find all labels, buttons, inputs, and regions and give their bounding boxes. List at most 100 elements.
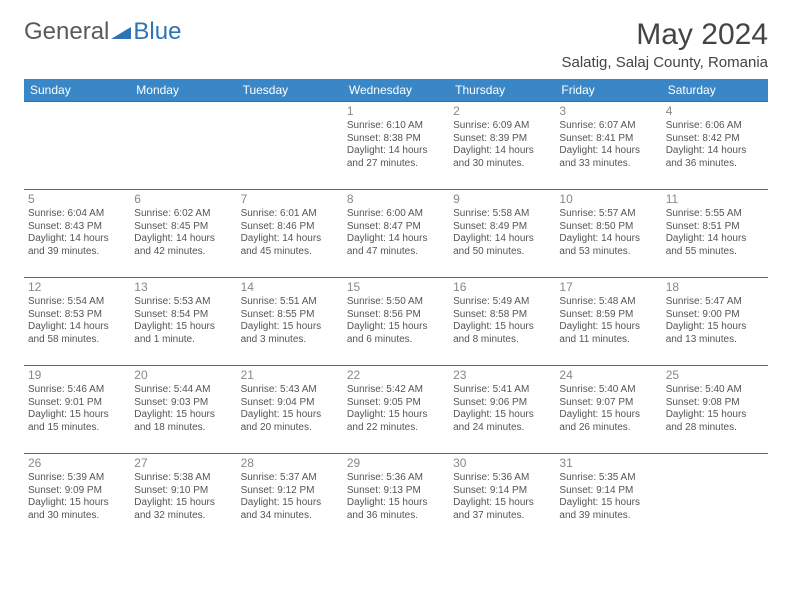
day-info-line: Sunrise: 5:36 AM: [347, 472, 445, 485]
calendar-day-cell: 18Sunrise: 5:47 AMSunset: 9:00 PMDayligh…: [662, 278, 768, 366]
day-info-line: and 36 minutes.: [666, 158, 764, 171]
day-info-line: Sunrise: 5:50 AM: [347, 296, 445, 309]
day-info-line: Daylight: 15 hours: [559, 409, 657, 422]
day-number: 11: [666, 192, 764, 207]
day-info-line: and 27 minutes.: [347, 158, 445, 171]
day-info-line: Daylight: 14 hours: [453, 145, 551, 158]
day-info-line: Daylight: 14 hours: [453, 233, 551, 246]
day-info-line: and 28 minutes.: [666, 422, 764, 435]
day-number: 9: [453, 192, 551, 207]
day-number: 24: [559, 368, 657, 383]
day-info-line: and 45 minutes.: [241, 246, 339, 259]
day-info-line: and 39 minutes.: [559, 510, 657, 523]
day-info-line: and 6 minutes.: [347, 334, 445, 347]
day-info-line: and 18 minutes.: [134, 422, 232, 435]
day-number: 10: [559, 192, 657, 207]
day-info-line: and 30 minutes.: [28, 510, 126, 523]
day-info-line: and 11 minutes.: [559, 334, 657, 347]
day-info-line: Sunset: 9:10 PM: [134, 485, 232, 498]
calendar-day-cell: 8Sunrise: 6:00 AMSunset: 8:47 PMDaylight…: [343, 190, 449, 278]
day-number: 4: [666, 104, 764, 119]
day-info-line: Sunrise: 6:02 AM: [134, 208, 232, 221]
day-header: Sunday: [24, 79, 130, 102]
day-info-line: Sunset: 9:01 PM: [28, 397, 126, 410]
calendar-day-cell: 5Sunrise: 6:04 AMSunset: 8:43 PMDaylight…: [24, 190, 130, 278]
calendar-day-cell: [662, 454, 768, 542]
day-number: 31: [559, 456, 657, 471]
day-info-line: Daylight: 15 hours: [241, 409, 339, 422]
day-info-line: Daylight: 15 hours: [134, 497, 232, 510]
day-number: 25: [666, 368, 764, 383]
day-info-line: and 34 minutes.: [241, 510, 339, 523]
day-info-line: Sunset: 8:54 PM: [134, 309, 232, 322]
day-info-line: Sunrise: 5:41 AM: [453, 384, 551, 397]
day-info-line: and 53 minutes.: [559, 246, 657, 259]
calendar-day-cell: 11Sunrise: 5:55 AMSunset: 8:51 PMDayligh…: [662, 190, 768, 278]
day-number: 8: [347, 192, 445, 207]
calendar-day-cell: 1Sunrise: 6:10 AMSunset: 8:38 PMDaylight…: [343, 102, 449, 190]
day-number: 14: [241, 280, 339, 295]
day-info-line: and 58 minutes.: [28, 334, 126, 347]
day-info-line: Sunset: 8:47 PM: [347, 221, 445, 234]
calendar-day-cell: 12Sunrise: 5:54 AMSunset: 8:53 PMDayligh…: [24, 278, 130, 366]
day-info-line: and 3 minutes.: [241, 334, 339, 347]
day-number: 22: [347, 368, 445, 383]
calendar-day-cell: 14Sunrise: 5:51 AMSunset: 8:55 PMDayligh…: [237, 278, 343, 366]
day-info-line: Sunset: 8:45 PM: [134, 221, 232, 234]
day-info-line: Daylight: 14 hours: [347, 233, 445, 246]
day-info-line: Daylight: 15 hours: [241, 321, 339, 334]
day-info-line: Sunset: 9:08 PM: [666, 397, 764, 410]
calendar-day-cell: 27Sunrise: 5:38 AMSunset: 9:10 PMDayligh…: [130, 454, 236, 542]
calendar-day-cell: 10Sunrise: 5:57 AMSunset: 8:50 PMDayligh…: [555, 190, 661, 278]
day-number: 26: [28, 456, 126, 471]
day-number: 29: [347, 456, 445, 471]
day-info-line: and 37 minutes.: [453, 510, 551, 523]
day-number: 15: [347, 280, 445, 295]
day-info-line: Sunrise: 6:07 AM: [559, 120, 657, 133]
day-info-line: Sunrise: 6:00 AM: [347, 208, 445, 221]
day-number: 19: [28, 368, 126, 383]
day-info-line: Daylight: 14 hours: [666, 145, 764, 158]
day-number: 13: [134, 280, 232, 295]
day-info-line: Sunset: 8:41 PM: [559, 133, 657, 146]
day-info-line: Sunset: 8:53 PM: [28, 309, 126, 322]
day-info-line: and 20 minutes.: [241, 422, 339, 435]
calendar-day-cell: 30Sunrise: 5:36 AMSunset: 9:14 PMDayligh…: [449, 454, 555, 542]
calendar-day-cell: 16Sunrise: 5:49 AMSunset: 8:58 PMDayligh…: [449, 278, 555, 366]
day-info-line: and 1 minute.: [134, 334, 232, 347]
day-number: 7: [241, 192, 339, 207]
day-info-line: Sunset: 8:42 PM: [666, 133, 764, 146]
logo-word-2: Blue: [133, 18, 181, 46]
day-number: 3: [559, 104, 657, 119]
logo-word-1: General: [24, 18, 109, 46]
day-info-line: and 47 minutes.: [347, 246, 445, 259]
day-info-line: Sunrise: 5:43 AM: [241, 384, 339, 397]
calendar-day-cell: 3Sunrise: 6:07 AMSunset: 8:41 PMDaylight…: [555, 102, 661, 190]
day-info-line: Sunrise: 5:38 AM: [134, 472, 232, 485]
day-info-line: Sunset: 9:07 PM: [559, 397, 657, 410]
day-info-line: Sunset: 8:56 PM: [347, 309, 445, 322]
calendar-day-cell: 21Sunrise: 5:43 AMSunset: 9:04 PMDayligh…: [237, 366, 343, 454]
calendar-day-cell: 23Sunrise: 5:41 AMSunset: 9:06 PMDayligh…: [449, 366, 555, 454]
day-info-line: Sunset: 9:13 PM: [347, 485, 445, 498]
day-info-line: Daylight: 14 hours: [347, 145, 445, 158]
day-info-line: Daylight: 15 hours: [666, 321, 764, 334]
day-info-line: Sunrise: 5:54 AM: [28, 296, 126, 309]
triangle-icon: [111, 18, 131, 46]
day-info-line: and 8 minutes.: [453, 334, 551, 347]
day-info-line: Sunrise: 5:53 AM: [134, 296, 232, 309]
day-info-line: Sunset: 9:03 PM: [134, 397, 232, 410]
day-info-line: Daylight: 15 hours: [28, 497, 126, 510]
calendar-day-cell: 15Sunrise: 5:50 AMSunset: 8:56 PMDayligh…: [343, 278, 449, 366]
day-info-line: Daylight: 15 hours: [347, 409, 445, 422]
day-number: 5: [28, 192, 126, 207]
day-header: Thursday: [449, 79, 555, 102]
day-info-line: Sunrise: 5:46 AM: [28, 384, 126, 397]
day-info-line: Sunset: 9:04 PM: [241, 397, 339, 410]
day-info-line: Sunrise: 5:35 AM: [559, 472, 657, 485]
calendar-day-cell: 7Sunrise: 6:01 AMSunset: 8:46 PMDaylight…: [237, 190, 343, 278]
day-number: 23: [453, 368, 551, 383]
day-info-line: Sunrise: 5:40 AM: [666, 384, 764, 397]
day-info-line: Sunset: 9:14 PM: [453, 485, 551, 498]
day-info-line: Sunset: 9:12 PM: [241, 485, 339, 498]
